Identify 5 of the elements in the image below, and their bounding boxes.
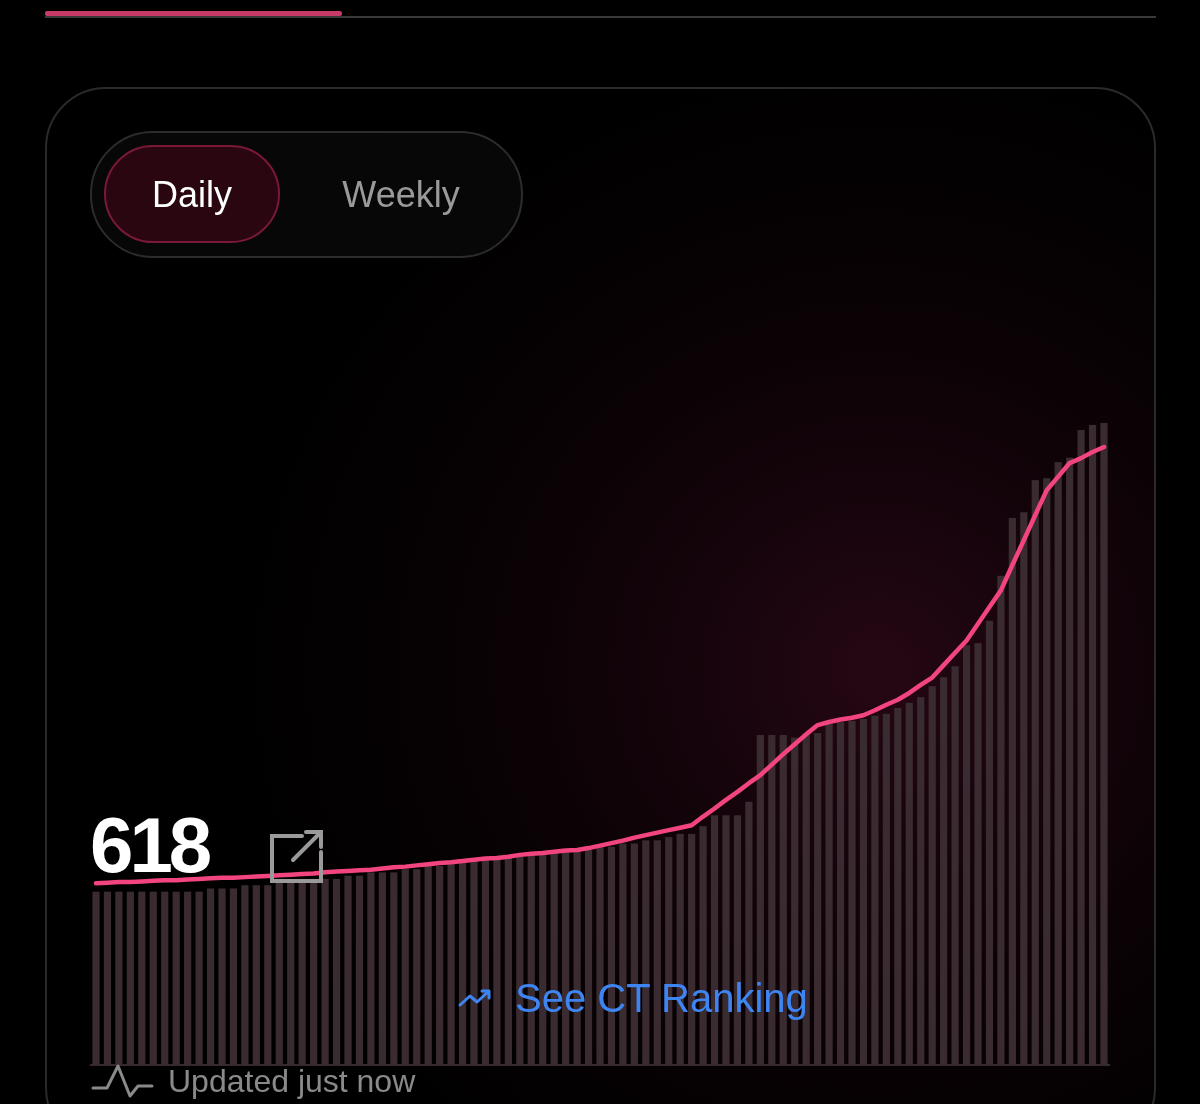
text: Daily: [151, 174, 233, 215]
annotation: Updated just now: [168, 1063, 417, 1099]
annotation: 618: [90, 801, 210, 889]
text: Weekly: [342, 174, 460, 215]
annotation: See CT Ranking: [515, 976, 808, 1020]
